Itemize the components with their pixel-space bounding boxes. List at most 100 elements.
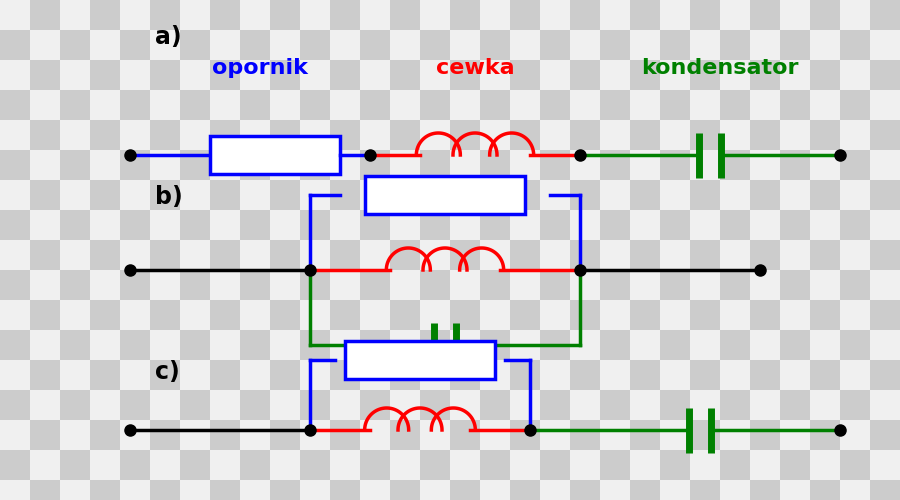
Bar <box>810 420 840 450</box>
Bar <box>330 210 360 240</box>
Bar <box>0 330 30 360</box>
Bar <box>240 60 270 90</box>
Bar <box>90 420 120 450</box>
Bar <box>210 360 240 390</box>
Bar <box>870 150 900 180</box>
Bar <box>780 60 810 90</box>
Bar <box>840 240 870 270</box>
Bar <box>630 180 660 210</box>
Bar <box>180 450 210 480</box>
Bar <box>360 240 390 270</box>
Bar <box>570 390 600 420</box>
Bar <box>660 420 690 450</box>
Bar <box>270 300 300 330</box>
Bar <box>330 390 360 420</box>
Bar <box>30 210 60 240</box>
Bar <box>60 450 90 480</box>
Bar <box>30 240 60 270</box>
Bar <box>660 240 690 270</box>
Bar <box>300 240 330 270</box>
Bar <box>690 120 720 150</box>
Bar <box>240 30 270 60</box>
Bar <box>810 150 840 180</box>
Bar <box>240 210 270 240</box>
Text: kondensator: kondensator <box>641 58 799 78</box>
Bar <box>360 30 390 60</box>
Bar <box>330 150 360 180</box>
Bar <box>300 420 330 450</box>
Bar <box>510 30 540 60</box>
Bar <box>180 210 210 240</box>
Bar <box>660 300 690 330</box>
Bar <box>570 150 600 180</box>
Bar <box>0 360 30 390</box>
Bar <box>810 240 840 270</box>
Bar <box>360 480 390 500</box>
Bar <box>720 480 750 500</box>
Bar <box>420 450 450 480</box>
Bar <box>750 90 780 120</box>
Bar <box>30 90 60 120</box>
Bar <box>0 480 30 500</box>
Bar <box>420 240 450 270</box>
Bar <box>510 270 540 300</box>
Bar <box>870 360 900 390</box>
Bar <box>690 270 720 300</box>
Bar <box>870 390 900 420</box>
Bar <box>0 450 30 480</box>
Bar <box>840 450 870 480</box>
Bar <box>180 420 210 450</box>
Bar <box>450 390 480 420</box>
Bar <box>30 270 60 300</box>
Bar <box>210 210 240 240</box>
Bar <box>300 150 330 180</box>
Bar <box>180 120 210 150</box>
Bar <box>90 180 120 210</box>
Bar <box>870 270 900 300</box>
Bar <box>600 270 630 300</box>
Bar <box>510 60 540 90</box>
Bar <box>750 300 780 330</box>
Bar <box>540 120 570 150</box>
Bar <box>330 0 360 30</box>
Bar <box>510 300 540 330</box>
Bar <box>870 0 900 30</box>
Bar <box>300 330 330 360</box>
Bar <box>720 270 750 300</box>
Bar <box>540 210 570 240</box>
Bar <box>120 390 150 420</box>
Bar <box>330 300 360 330</box>
Bar <box>90 210 120 240</box>
Bar <box>600 120 630 150</box>
Bar <box>390 420 420 450</box>
Bar <box>150 120 180 150</box>
Bar <box>90 450 120 480</box>
Bar <box>90 60 120 90</box>
Bar <box>630 120 660 150</box>
Bar <box>90 0 120 30</box>
Bar <box>120 210 150 240</box>
Bar <box>570 30 600 60</box>
Bar <box>150 0 180 30</box>
Bar <box>240 360 270 390</box>
Bar <box>570 60 600 90</box>
Bar <box>660 480 690 500</box>
Bar <box>660 120 690 150</box>
Bar <box>90 30 120 60</box>
Bar <box>180 270 210 300</box>
Bar <box>810 330 840 360</box>
Bar <box>570 360 600 390</box>
Bar <box>810 180 840 210</box>
Bar <box>450 180 480 210</box>
Bar <box>420 300 450 330</box>
Bar <box>780 450 810 480</box>
Bar <box>450 300 480 330</box>
Bar <box>750 270 780 300</box>
Bar <box>630 150 660 180</box>
Bar <box>270 420 300 450</box>
Text: b): b) <box>155 185 183 209</box>
Bar <box>690 450 720 480</box>
Bar <box>750 0 780 30</box>
Bar <box>150 300 180 330</box>
Bar <box>540 330 570 360</box>
